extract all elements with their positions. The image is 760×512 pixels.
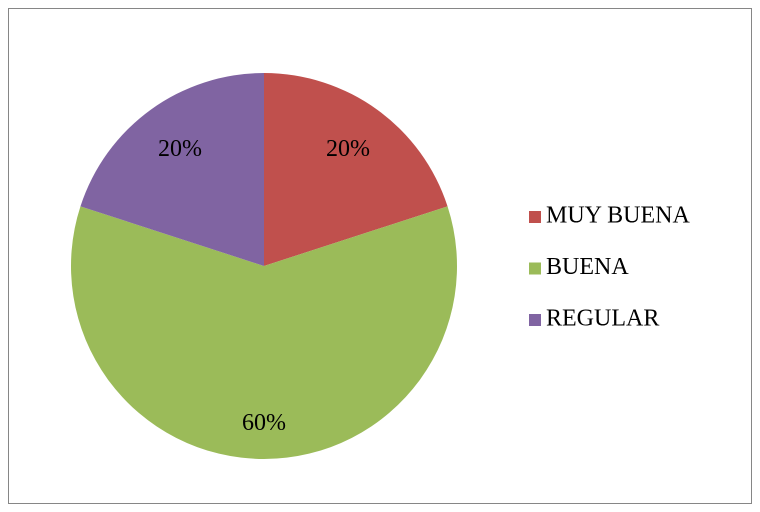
data-label: 20% bbox=[326, 136, 370, 162]
pie-slice bbox=[264, 73, 448, 266]
legend-label: REGULAR bbox=[546, 306, 659, 332]
legend-swatch bbox=[529, 211, 541, 223]
legend-swatch bbox=[529, 262, 541, 275]
legend-label: BUENA bbox=[546, 254, 629, 280]
pie-slice bbox=[80, 73, 264, 266]
pie-slice bbox=[70, 206, 458, 460]
data-label: 20% bbox=[158, 136, 202, 162]
legend-label: MUY BUENA bbox=[546, 203, 690, 229]
legend-swatch bbox=[529, 314, 541, 326]
data-label: 60% bbox=[242, 410, 286, 436]
